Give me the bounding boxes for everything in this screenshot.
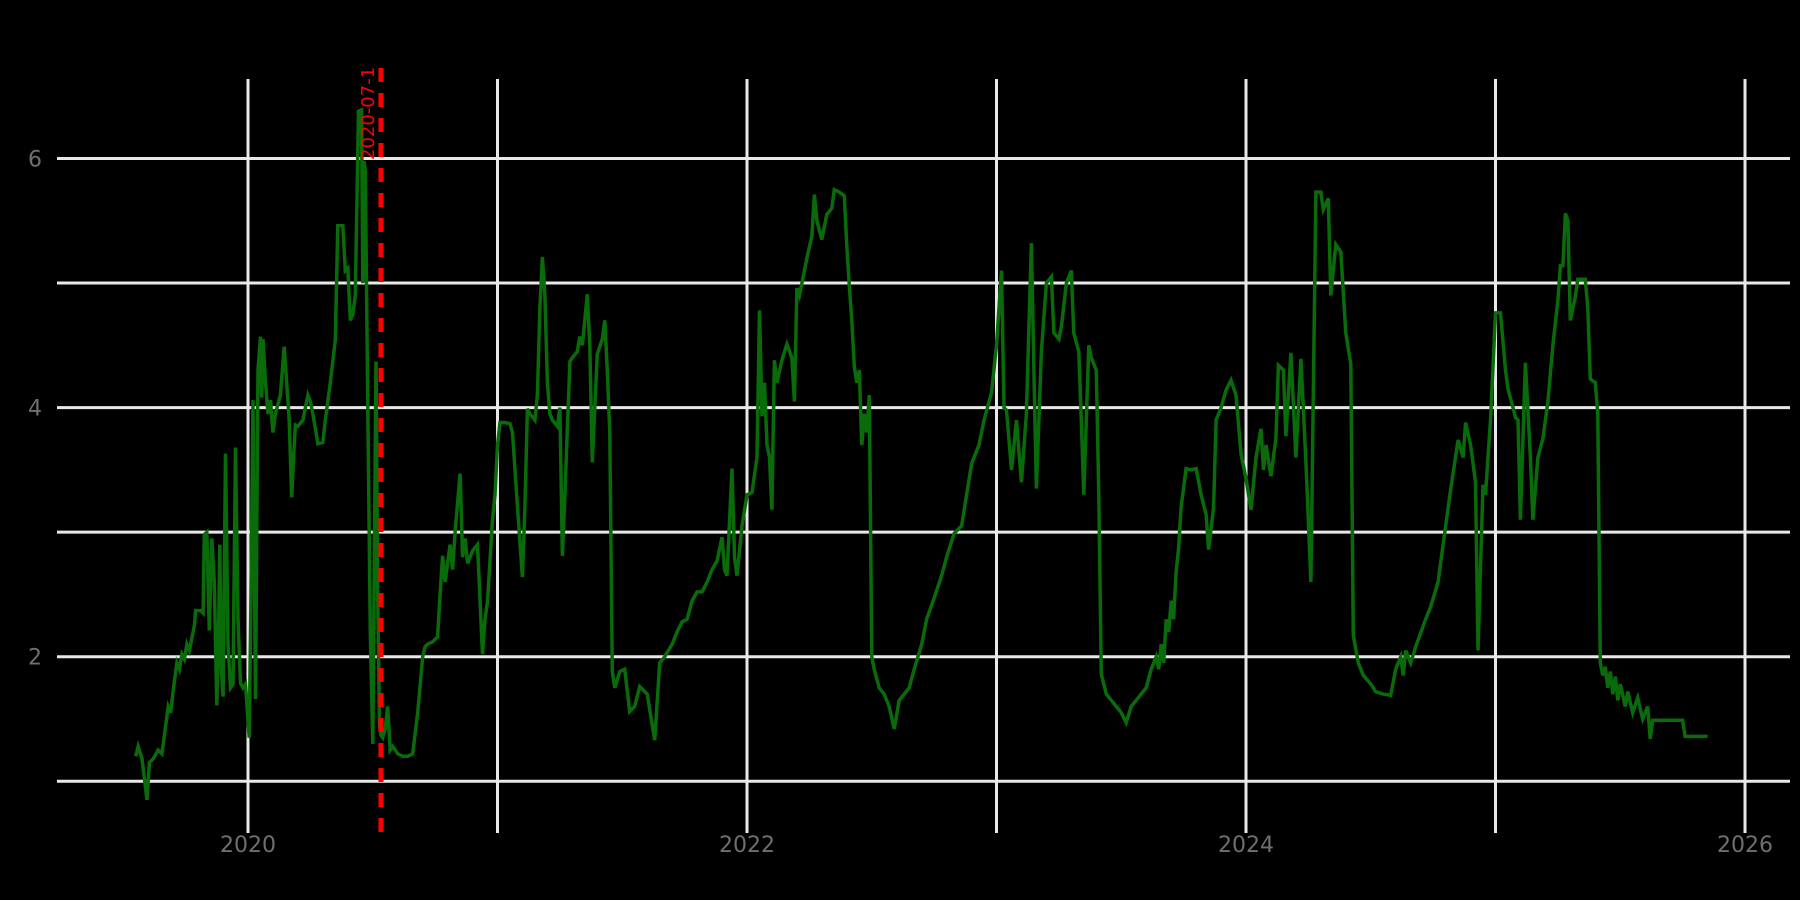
x-axis-tick-label: 2026	[1717, 833, 1773, 858]
axis-tick-labels: 2020 2022 2024 2026 2 4 6	[28, 148, 1773, 859]
x-axis-tick-label: 2020	[220, 833, 276, 858]
y-axis-tick-label: 6	[28, 148, 42, 173]
event-marker: 2020-07-1	[358, 67, 384, 833]
event-date-label: 2020-07-1	[358, 67, 379, 160]
x-axis-tick-label: 2024	[1218, 833, 1274, 858]
y-axis-tick-label: 4	[28, 397, 42, 422]
x-axis-tick-label: 2022	[719, 833, 775, 858]
y-axis-tick-label: 2	[28, 646, 42, 671]
series-polyline	[134, 107, 1708, 801]
gridlines	[57, 79, 1790, 833]
data-series-line	[134, 107, 1708, 801]
